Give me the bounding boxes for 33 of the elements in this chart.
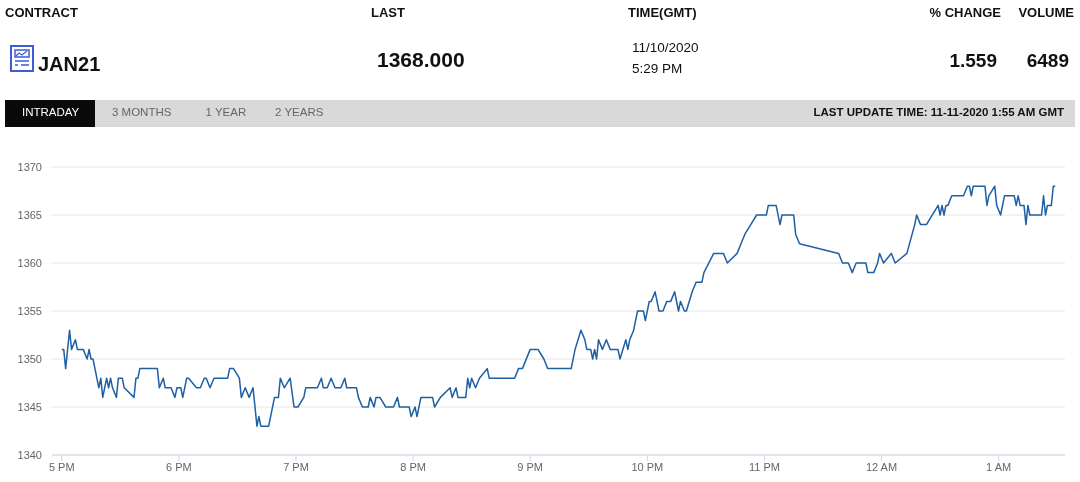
x-tick-label: 1 AM <box>986 460 1012 473</box>
text: 6489 <box>1026 50 1069 71</box>
text: 1368.000 <box>377 48 465 71</box>
x-tick-label: 9 PM <box>517 460 544 473</box>
text: LAST <box>371 4 405 20</box>
x-tick-label: 6 PM <box>166 460 192 473</box>
text: JAN21 <box>38 53 101 75</box>
text: VOLUME <box>1018 4 1074 20</box>
y-tick-label: 1350 <box>17 352 42 365</box>
text: 1 YEAR <box>205 105 247 118</box>
x-tick-label: 8 PM <box>400 460 426 473</box>
x-tick-label: 11 PM <box>748 460 780 473</box>
text: 3 MONTHS <box>112 105 172 118</box>
text: % CHANGE <box>929 4 1001 20</box>
text: TIME(GMT) <box>628 4 697 20</box>
text: INTRADAY <box>22 105 80 118</box>
x-tick-label: 10 PM <box>631 460 664 473</box>
x-tick-label: 12 AM <box>865 460 898 473</box>
line-series <box>61 185 1056 427</box>
y-tick-label: 1355 <box>17 304 42 317</box>
text: 11/10/2020 <box>632 40 699 55</box>
x-tick-label: 5 PM <box>48 460 75 473</box>
y-tick-label: 1345 <box>17 400 42 413</box>
text: CONTRACT <box>5 4 78 20</box>
x-tick-label: 7 PM <box>283 460 309 473</box>
text: 5:29 PM <box>632 61 683 76</box>
y-tick-label: 1360 <box>17 256 42 269</box>
y-tick-label: 1370 <box>17 160 42 173</box>
text: LAST UPDATE TIME: 11-11-2020 1:55 AM GMT <box>813 105 1064 118</box>
text: 1.559 <box>949 50 997 71</box>
y-tick-label: 1365 <box>17 208 42 221</box>
y-tick-label: 1340 <box>17 448 42 461</box>
text: 2 YEARS <box>275 105 324 118</box>
